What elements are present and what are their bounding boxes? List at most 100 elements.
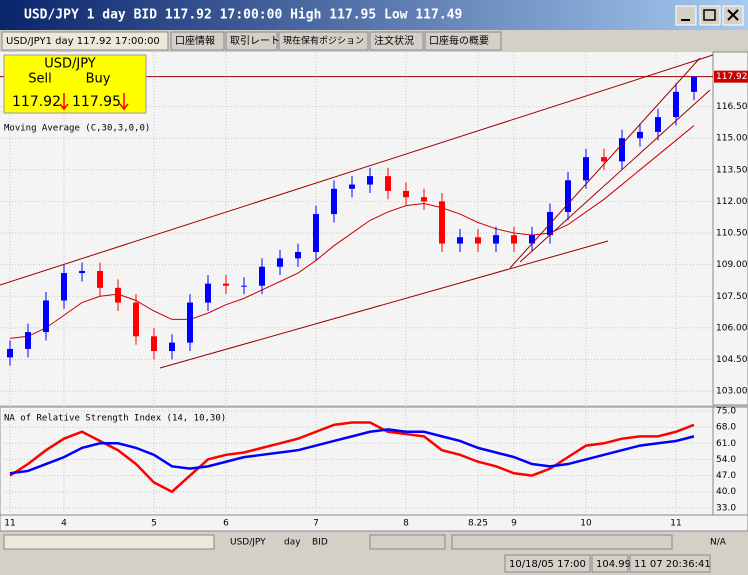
date-axis — [0, 514, 748, 532]
quote-symbol: USD/JPY — [44, 57, 96, 72]
down-arrow — [59, 93, 69, 111]
trend-line — [159, 240, 609, 369]
tab-bar: USD/JPY1 day 117.92 17:00:00 口座情報 取引レート … — [0, 30, 748, 52]
candle-body — [25, 332, 31, 349]
buy-label[interactable]: Buy — [86, 72, 111, 87]
tab-label[interactable]: 口座情報 — [175, 34, 215, 47]
x-tick-label: 8.25 — [468, 519, 488, 529]
y-tick-label: 116.50 — [716, 102, 748, 112]
sell-header[interactable] — [12, 72, 67, 86]
candle-body — [349, 184, 355, 189]
candle-body — [43, 300, 49, 333]
y-tick-label: 33.0 — [716, 503, 736, 513]
status-clock: 11 07 20:36:41 — [634, 559, 711, 570]
sell-price[interactable]: 117.92 — [12, 94, 61, 110]
tool-buttons[interactable] — [369, 534, 446, 550]
candle-body — [403, 190, 409, 198]
candle-body — [223, 283, 229, 286]
candle-body — [457, 237, 463, 244]
tab[interactable] — [278, 31, 369, 51]
window-title: USD/JPY 1 day BID 117.92 17:00:00 High 1… — [24, 8, 462, 23]
status-price: 104.99 — [596, 559, 631, 570]
candle-body — [7, 348, 13, 358]
rsi-line — [9, 428, 695, 475]
candle-body — [79, 270, 85, 274]
y-tick-label: 68.0 — [716, 423, 736, 433]
candle-body — [511, 235, 517, 244]
rsi-title: NA of Relative Strength Index (14, 10,30… — [4, 414, 226, 424]
x-tick-label: 9 — [511, 519, 517, 529]
tab-label[interactable]: 口座毎の概要 — [429, 34, 489, 47]
y-tick-label: 40.0 — [716, 487, 736, 497]
window-buttons[interactable] — [675, 5, 744, 26]
candle-body — [655, 117, 661, 132]
tab-label[interactable]: 現在保有ポジション — [283, 35, 364, 47]
period-select[interactable]: day — [284, 538, 301, 548]
title-bar — [0, 0, 748, 30]
y-tick-label: 54.0 — [716, 455, 736, 465]
scrollbar[interactable] — [3, 534, 215, 550]
y-tick-label: 110.50 — [716, 229, 748, 239]
side-select[interactable]: BID — [312, 538, 328, 548]
plot-layer: 103.00 104.50 106.00 107.50 109.00 110.50 112.… — [0, 52, 748, 529]
candle-body — [529, 235, 535, 244]
x-tick-label: 5 — [151, 519, 157, 529]
trend-line — [519, 89, 711, 263]
x-tick-label: 6 — [223, 519, 229, 529]
candle-body — [169, 342, 175, 352]
last-price-label: 117.92 — [716, 72, 748, 82]
y-tick-label: 47.0 — [716, 471, 736, 481]
indicator-label: Moving Average (C,30,3,0,0) — [4, 124, 150, 134]
y-tick-label: 113.50 — [716, 165, 748, 175]
moving-average — [9, 125, 695, 339]
tab[interactable] — [170, 31, 225, 51]
candle-body — [367, 176, 373, 185]
buy-price[interactable]: 117.95 — [72, 94, 121, 110]
x-tick-label: 7 — [313, 519, 319, 529]
tab-label[interactable]: USD/JPY1 day 117.92 17:00:00 — [6, 36, 160, 47]
candle-body — [241, 285, 247, 287]
toolbar: USD/JPY day BID N/A — [0, 532, 748, 552]
candle-body — [259, 266, 265, 286]
draw-tools[interactable] — [451, 534, 673, 550]
trend-line — [509, 57, 701, 269]
candle-body — [205, 283, 211, 303]
trend-channel — [0, 54, 714, 369]
minimize-button[interactable] — [675, 5, 697, 26]
candle-body — [439, 201, 445, 244]
candle-body — [115, 287, 121, 303]
tab-label[interactable]: 注文状況 — [374, 34, 414, 47]
candle-body — [565, 180, 571, 212]
tab[interactable] — [424, 31, 502, 51]
candle-body — [637, 131, 643, 139]
tab[interactable] — [369, 31, 424, 51]
candle-body — [295, 251, 301, 259]
quote-box: USD/JPY Sell Buy 117.92 117.95 — [3, 54, 147, 114]
candle-body — [385, 176, 391, 191]
candle-body — [187, 302, 193, 343]
maximize-button[interactable] — [699, 5, 721, 26]
y-tick-label: 115.00 — [716, 134, 748, 144]
x-tick-label: 11 — [4, 519, 15, 529]
tab[interactable] — [225, 31, 278, 51]
candle-body — [331, 188, 337, 215]
candle-body — [97, 270, 103, 288]
tab-label[interactable]: 取引レート — [230, 35, 280, 47]
candle-body — [601, 157, 607, 162]
candle-body — [133, 302, 139, 337]
price-axis — [712, 51, 748, 406]
candle-body — [493, 235, 499, 244]
rsi-axis — [712, 406, 748, 516]
tab[interactable] — [1, 31, 169, 51]
candle-body — [61, 273, 67, 301]
status-bar: 10/18/05 17:00 104.99 11 07 20:36:41 — [0, 553, 748, 575]
x-tick-label: 4 — [61, 519, 67, 529]
candle-body — [583, 157, 589, 181]
y-tick-label: 104.50 — [716, 355, 748, 365]
x-tick-label: 10 — [580, 519, 592, 529]
y-tick-label: 107.50 — [716, 292, 748, 302]
sell-label[interactable]: Sell — [28, 72, 51, 87]
y-tick-label: 103.00 — [716, 387, 748, 397]
symbol-select[interactable]: USD/JPY — [230, 538, 266, 548]
